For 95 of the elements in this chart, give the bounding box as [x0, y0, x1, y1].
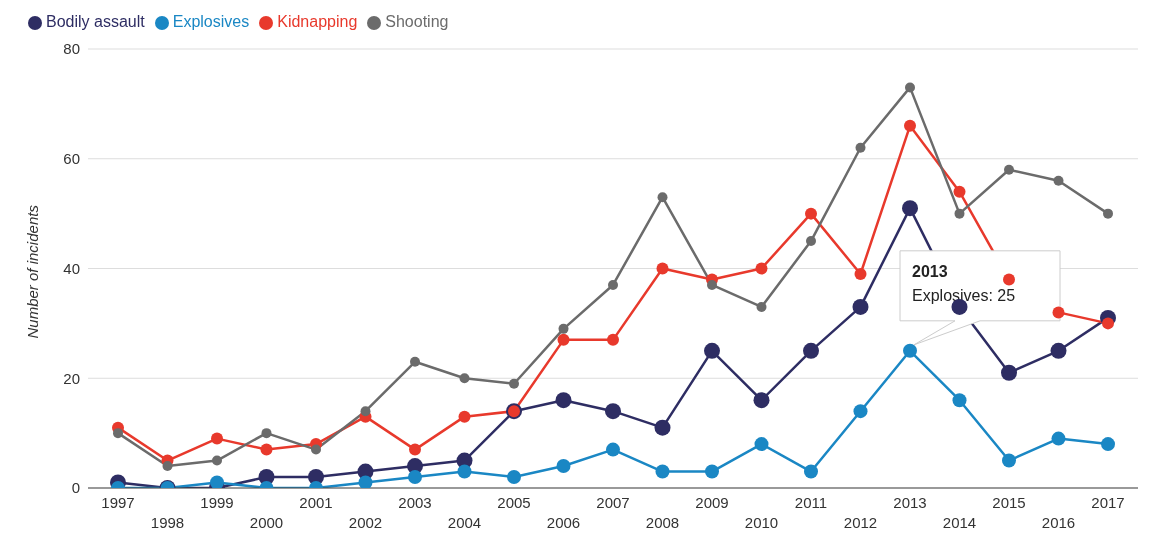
point: [1003, 273, 1015, 286]
point: [409, 443, 421, 456]
y-tick-label: 80: [63, 40, 80, 58]
point: [854, 267, 867, 280]
point: [210, 475, 224, 488]
point: [1050, 342, 1067, 359]
point: [1004, 164, 1014, 175]
point: [853, 404, 868, 419]
point: [1001, 364, 1017, 381]
point: [162, 461, 173, 472]
x-tick-label: 1998: [150, 514, 185, 531]
x-tick-label: 2002: [348, 514, 383, 531]
point: [608, 279, 618, 290]
point: [607, 333, 619, 346]
point: [654, 419, 671, 436]
y-tick-label: 0: [71, 479, 80, 497]
point: [655, 464, 670, 479]
point: [360, 406, 371, 417]
x-tick-label: 2012: [843, 514, 878, 531]
y-tick-label: 60: [63, 150, 80, 168]
point: [656, 262, 669, 275]
point: [260, 443, 273, 456]
point: [1103, 208, 1113, 219]
point: [457, 464, 472, 479]
point: [408, 470, 422, 485]
point: [556, 459, 571, 474]
point: [605, 403, 621, 420]
x-tick-label: 2003: [398, 494, 432, 511]
point: [1053, 175, 1064, 186]
point: [261, 428, 272, 439]
y-tick-label: 40: [63, 259, 80, 277]
point: [557, 333, 570, 346]
point: [803, 342, 819, 359]
x-tick-label: 2007: [596, 494, 630, 511]
point: [509, 378, 519, 389]
x-tick-label: 2017: [1091, 494, 1125, 511]
point: [1052, 306, 1065, 319]
x-tick-label: 2015: [992, 494, 1026, 511]
point: [902, 200, 918, 217]
x-tick-label: 2008: [645, 514, 680, 531]
x-tick-label: 2004: [447, 514, 482, 531]
point: [458, 410, 471, 423]
point: [852, 298, 869, 315]
x-tick-label: 1997: [101, 494, 135, 511]
point: [806, 236, 816, 247]
point: [954, 208, 965, 219]
legend-label: Bodily assault: [46, 13, 145, 30]
point: [705, 464, 719, 479]
point: [459, 373, 470, 384]
point: [1101, 437, 1115, 452]
point: [1002, 453, 1016, 468]
x-tick-label: 2009: [695, 494, 729, 511]
point: [1051, 431, 1066, 446]
point: [755, 262, 768, 275]
point: [555, 392, 572, 409]
point: [704, 342, 720, 359]
point: [113, 428, 123, 439]
y-tick-label: 20: [63, 369, 80, 387]
x-tick-label: 2000: [249, 514, 284, 531]
point: [953, 185, 966, 198]
point: [805, 207, 817, 220]
point: [804, 464, 818, 479]
legend-label: Explosives: [172, 13, 250, 30]
point: [507, 470, 521, 485]
point: [903, 343, 917, 358]
point: [952, 393, 967, 408]
legend-label: Kidnapping: [277, 13, 358, 30]
point: [855, 142, 866, 153]
point: [756, 301, 767, 312]
x-tick-label: 1999: [200, 494, 234, 511]
point: [753, 392, 770, 409]
y-axis-title: Number of incidents: [24, 204, 42, 339]
x-tick-label: 2016: [1041, 514, 1076, 531]
point: [905, 82, 915, 93]
x-tick-label: 2010: [744, 514, 779, 531]
point: [657, 192, 668, 203]
x-tick-label: 2001: [299, 494, 333, 511]
point: [904, 119, 916, 132]
point: [754, 437, 769, 452]
x-tick-label: 2006: [546, 514, 581, 531]
legend-label: Shooting: [385, 13, 449, 30]
x-tick-label: 2011: [794, 494, 828, 511]
x-tick-label: 2013: [893, 494, 927, 511]
point: [311, 444, 321, 455]
point: [1102, 317, 1114, 330]
point: [707, 279, 717, 290]
point: [211, 432, 223, 445]
point: [358, 475, 373, 488]
annotation: 2013 Explosives: 25: [912, 262, 1016, 304]
point: [212, 455, 222, 466]
x-tick-label: 2005: [497, 494, 531, 511]
x-tick-label: 2014: [942, 514, 977, 531]
point: [410, 356, 420, 367]
point: [558, 323, 569, 334]
point: [606, 442, 620, 457]
